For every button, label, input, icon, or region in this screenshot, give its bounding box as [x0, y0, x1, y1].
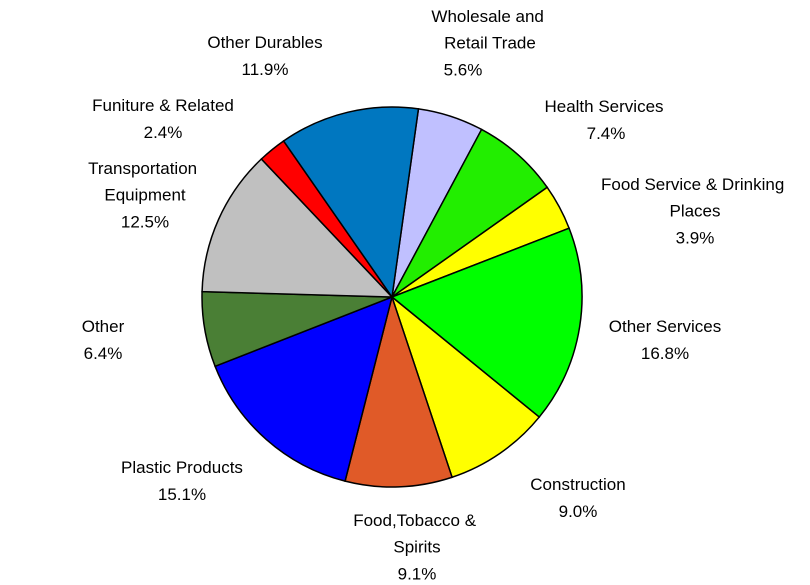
value-label: 5.6% [444, 60, 483, 79]
slice-label: Other Durables [207, 33, 322, 52]
pie-slice [214, 295, 394, 483]
slice-label: Transportation Equipment [88, 159, 202, 205]
value-label: 9.1% [398, 564, 437, 583]
slice-label: Funiture & Related [92, 96, 234, 115]
slice-label: Wholesale and Retail Trade [431, 7, 548, 53]
pie-slice [282, 106, 420, 299]
value-label: 7.4% [587, 124, 626, 143]
pie-slice [344, 294, 454, 488]
slice-label: Health Services [544, 97, 663, 116]
pie-slice [390, 294, 541, 479]
slice-label: Food,Tobacco & Spirits [353, 511, 481, 557]
slice-label: Other Services [609, 317, 721, 336]
value-label: 9.0% [559, 502, 598, 521]
slice-label: Food Service & Drinking Places [601, 175, 789, 221]
value-label: 11.9% [242, 60, 289, 79]
slice-label: Construction [530, 475, 625, 494]
slice-label: Plastic Products [121, 458, 243, 477]
value-label: 3.9% [676, 228, 715, 247]
pie-slice [390, 227, 583, 419]
value-label: 2.4% [144, 123, 183, 142]
value-label: 12.5% [121, 212, 169, 231]
pie-slice [201, 157, 394, 298]
slice-label: Other [82, 317, 125, 336]
value-label: 6.4% [84, 344, 123, 363]
value-label: 16.8% [641, 344, 689, 363]
value-label: 15.1% [158, 485, 206, 504]
